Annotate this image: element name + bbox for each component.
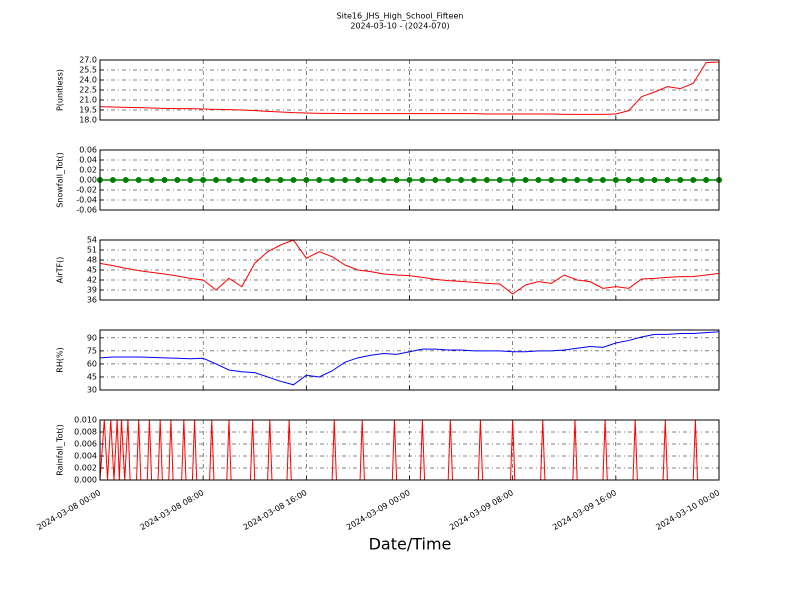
- data-point: [432, 177, 439, 183]
- data-point: [380, 177, 387, 183]
- y-tick-label: 75: [87, 346, 97, 355]
- data-point: [148, 177, 155, 183]
- data-point: [638, 177, 645, 183]
- data-point: [561, 177, 568, 183]
- y-tick-label: 48: [87, 256, 97, 265]
- axes-frame: [99, 149, 720, 211]
- data-point: [625, 177, 632, 183]
- y-tick-label: 42: [87, 276, 97, 285]
- data-point: [496, 177, 503, 183]
- data-point: [290, 177, 297, 183]
- data-point: [483, 177, 490, 183]
- y-tick-label: 0.010: [74, 416, 97, 425]
- y-tick-label: 27.0: [79, 56, 97, 65]
- axes-frame: [99, 419, 720, 481]
- y-tick-label: 0.00: [79, 176, 97, 185]
- data-point: [225, 177, 232, 183]
- y-tick-label: 36: [87, 296, 97, 305]
- y-tick-label: 30: [87, 386, 97, 395]
- axes-frame: [99, 239, 720, 301]
- data-point: [574, 177, 581, 183]
- y-tick-label: 54: [87, 236, 97, 245]
- data-line: [99, 239, 720, 295]
- y-tick-label: 45: [87, 266, 97, 275]
- y-tick-label: 60: [87, 359, 97, 368]
- data-point: [458, 177, 465, 183]
- y-tick-label: 0.000: [74, 476, 97, 485]
- data-point: [664, 177, 671, 183]
- data-point: [599, 177, 606, 183]
- data-point: [187, 177, 194, 183]
- axes-frame: [99, 329, 720, 391]
- x-axis-label: Date/Time: [369, 535, 452, 554]
- data-point: [612, 177, 619, 183]
- y-tick-label: 0.004: [74, 452, 97, 461]
- y-tick-label: 18.0: [79, 116, 97, 125]
- y-tick-label: -0.02: [76, 186, 97, 195]
- y-axis-label: Snowfall_Tot(): [56, 152, 65, 208]
- y-axis-label: P(unitless): [56, 69, 65, 111]
- y-tick-label: -0.06: [76, 206, 97, 215]
- y-tick-label: 22.5: [79, 86, 97, 95]
- figure-subtitle: 2024-03-10 - (2024-070): [350, 22, 449, 31]
- y-tick-label: 39: [87, 286, 97, 295]
- y-axis-label: AirTF(): [56, 257, 65, 284]
- data-point: [548, 177, 555, 183]
- data-point: [277, 177, 284, 183]
- data-point: [367, 177, 374, 183]
- data-point: [174, 177, 181, 183]
- data-point: [161, 177, 168, 183]
- y-tick-label: 90: [87, 333, 97, 342]
- y-tick-label: -0.04: [76, 196, 97, 205]
- data-point: [109, 177, 116, 183]
- data-line: [99, 61, 720, 115]
- figure-title: Site16_JHS_High_School_Fifteen: [337, 12, 464, 21]
- y-tick-label: 0.06: [79, 146, 97, 155]
- data-point: [509, 177, 516, 183]
- y-tick-label: 0.02: [79, 166, 97, 175]
- y-tick-label: 0.04: [79, 156, 97, 165]
- data-point: [316, 177, 323, 183]
- data-point: [238, 177, 245, 183]
- y-tick-label: 0.008: [74, 428, 97, 437]
- data-point: [651, 177, 658, 183]
- data-point: [354, 177, 361, 183]
- data-point: [303, 177, 310, 183]
- axes-frame: [99, 59, 720, 121]
- data-point: [342, 177, 349, 183]
- data-point: [213, 177, 220, 183]
- data-point: [690, 177, 697, 183]
- data-point: [522, 177, 529, 183]
- y-tick-label: 21.0: [79, 96, 97, 105]
- data-point: [251, 177, 258, 183]
- data-point: [393, 177, 400, 183]
- y-tick-label: 19.5: [79, 106, 97, 115]
- y-tick-label: 25.5: [79, 66, 97, 75]
- data-point: [703, 177, 710, 183]
- data-point: [535, 177, 542, 183]
- data-point: [200, 177, 207, 183]
- y-tick-label: 24.0: [79, 76, 97, 85]
- data-point: [445, 177, 452, 183]
- y-tick-label: 51: [87, 246, 97, 255]
- data-point: [264, 177, 271, 183]
- data-point: [470, 177, 477, 183]
- y-axis-label: RH(%): [56, 347, 65, 372]
- y-tick-label: 0.006: [74, 440, 97, 449]
- data-point: [587, 177, 594, 183]
- y-axis-label: Rainfall_Tot(): [56, 424, 65, 476]
- data-point: [406, 177, 413, 183]
- data-line: [99, 331, 720, 386]
- data-point: [419, 177, 426, 183]
- y-tick-label: 0.002: [74, 464, 97, 473]
- y-tick-label: 45: [87, 372, 97, 381]
- data-point: [122, 177, 129, 183]
- data-point: [329, 177, 336, 183]
- data-point: [677, 177, 684, 183]
- data-point: [135, 177, 142, 183]
